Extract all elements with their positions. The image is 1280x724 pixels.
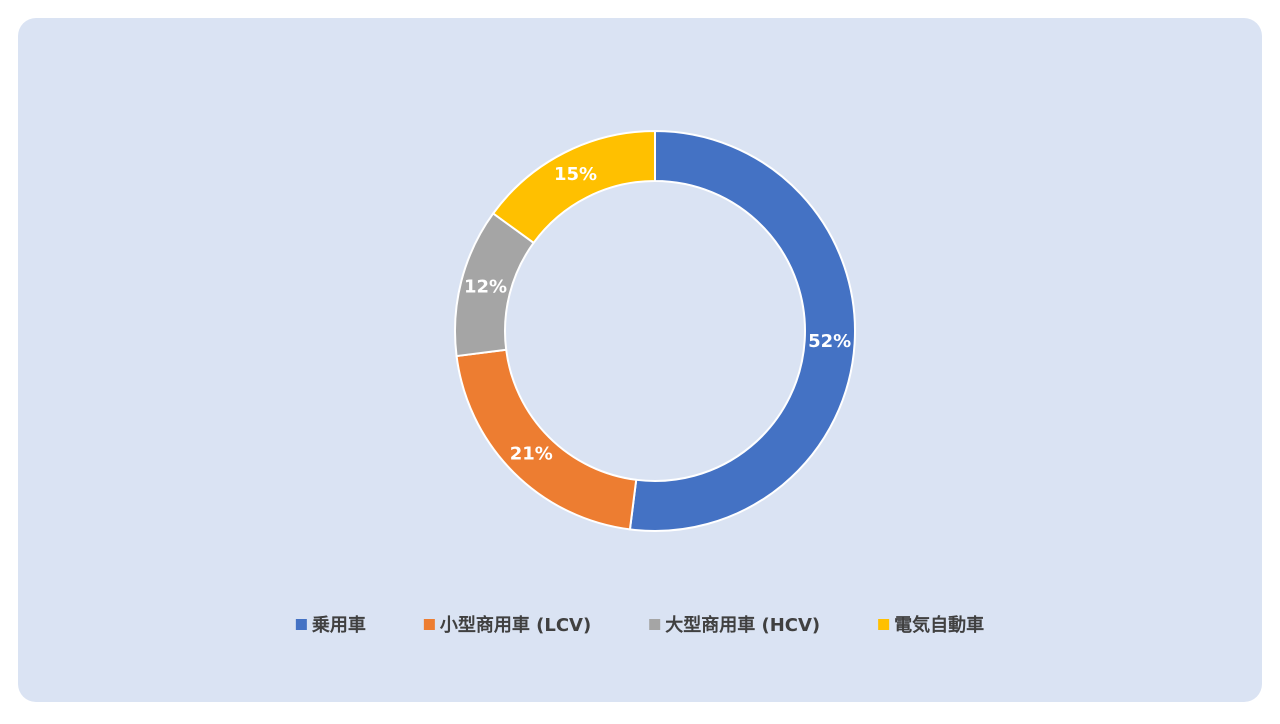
legend-label: 小型商用車 (LCV) [440,614,591,636]
legend-swatch [295,619,307,630]
donut-segment [628,129,856,532]
legend-label: 乗用車 [312,614,366,636]
chart-panel [18,18,1262,702]
legend: 乗用車 小型商用車 (LCV) 大型商用車 (HCV) 電気自動車 [295,614,984,636]
donut-segment [491,129,656,245]
legend-label: 電気自動車 [894,614,984,636]
donut: 52% 21% 12% 15% [454,129,856,532]
legend-label: 大型商用車 (HCV) [665,614,820,636]
data-label: 15% [554,164,597,185]
data-label: 21% [510,444,553,465]
legend-swatch [649,619,661,630]
data-label: 52% [808,331,851,352]
data-label: 12% [464,276,507,297]
legend-swatch [878,619,890,630]
legend-swatch [423,619,435,630]
